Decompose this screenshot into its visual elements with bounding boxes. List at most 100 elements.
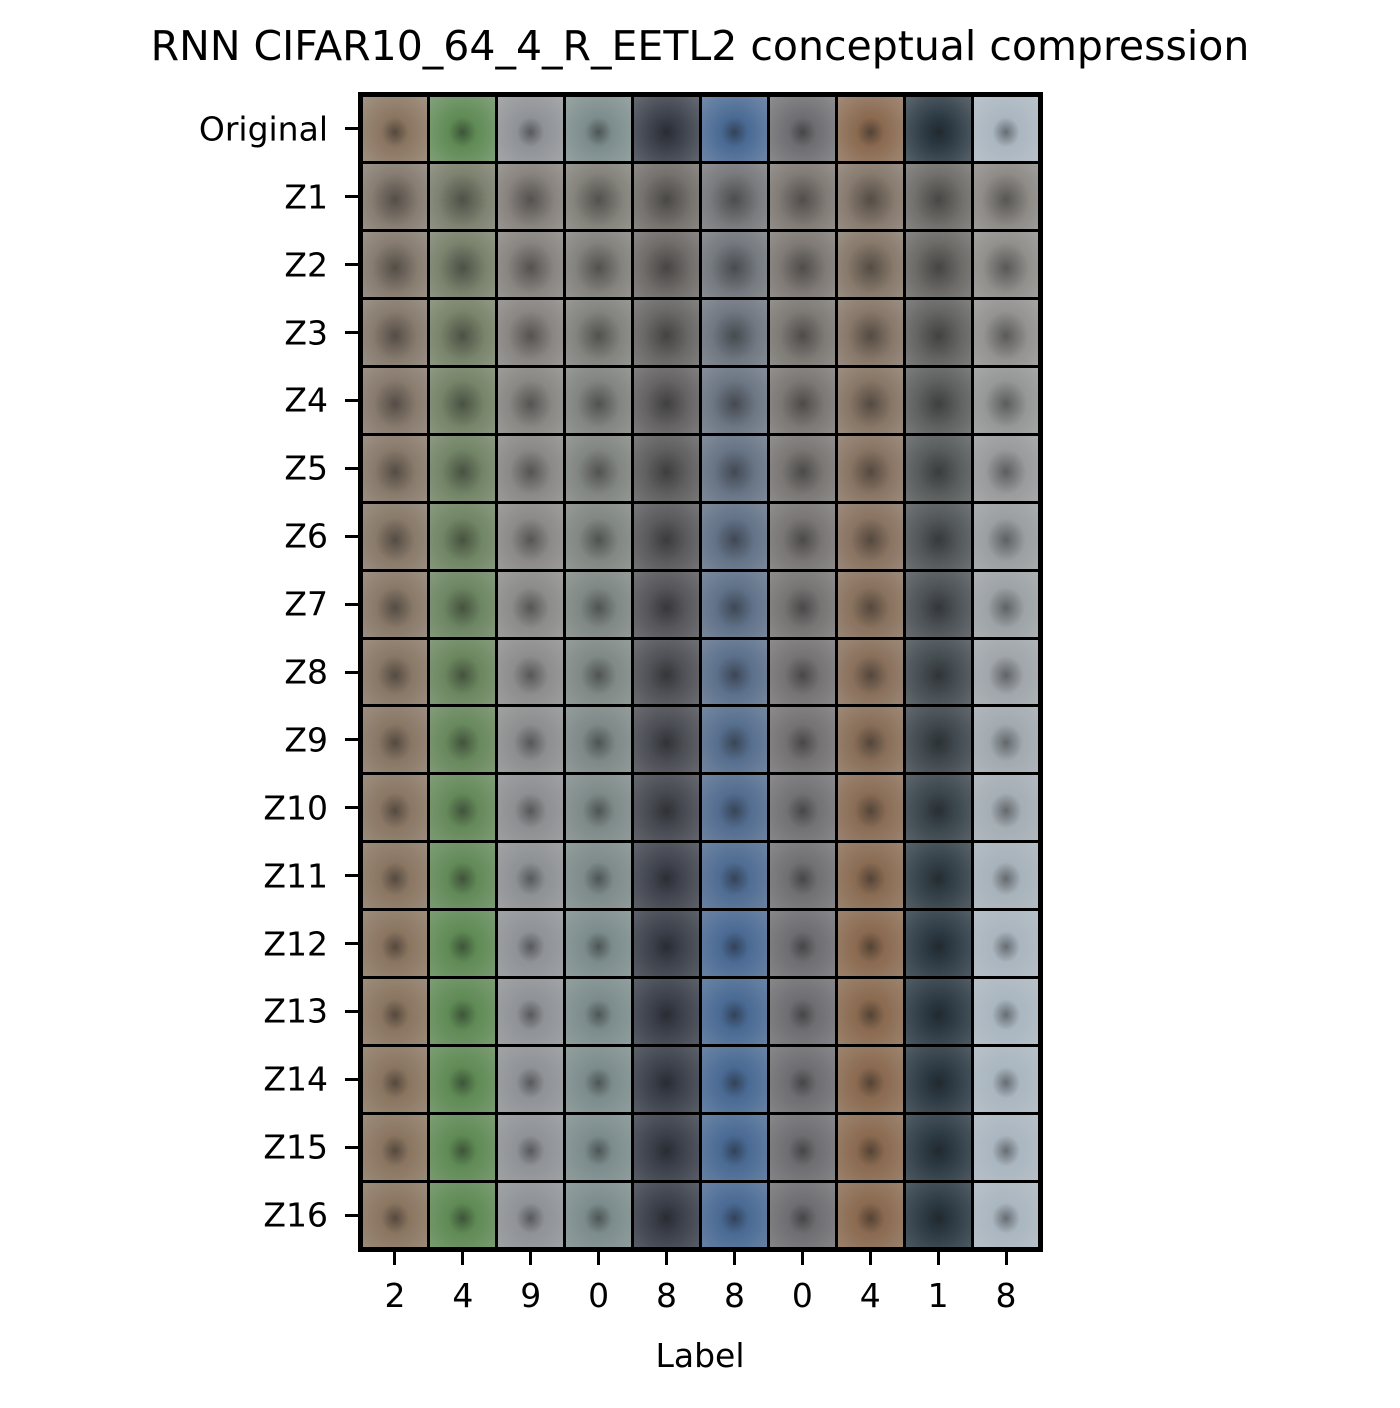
- image-cell: [905, 911, 971, 976]
- image-cell: [973, 1182, 1039, 1248]
- image-cell: [566, 571, 632, 637]
- image-cell: [837, 978, 903, 1044]
- image-cell: [566, 503, 632, 569]
- image-cell: [634, 368, 699, 433]
- image-cell: [905, 164, 971, 230]
- image-cell: [905, 300, 971, 366]
- image-cell: [362, 368, 428, 433]
- x-tick-label: 0: [588, 1276, 610, 1315]
- image-cell: [769, 164, 835, 230]
- image-cell: [973, 368, 1039, 433]
- x-tick-label: 0: [791, 1276, 813, 1315]
- x-tick: [597, 1252, 601, 1265]
- image-cell: [973, 978, 1039, 1044]
- image-cell: [702, 1114, 767, 1180]
- image-cell: [905, 978, 971, 1044]
- x-tick: [1004, 1252, 1008, 1265]
- image-cell: [362, 232, 428, 298]
- image-cell: [566, 1046, 632, 1112]
- image-cell: [702, 96, 767, 162]
- image-cell: [702, 843, 767, 909]
- x-tick-label: 9: [520, 1276, 542, 1315]
- image-cell: [498, 707, 564, 773]
- image-cell: [566, 707, 632, 773]
- x-tick-label: 1: [927, 1276, 949, 1315]
- image-cell: [769, 911, 835, 976]
- image-cell: [362, 503, 428, 569]
- image-cell: [362, 164, 428, 230]
- row-label: Z5: [284, 448, 328, 488]
- image-cell: [837, 368, 903, 433]
- x-tick: [800, 1252, 804, 1265]
- image-cell: [905, 707, 971, 773]
- y-tick: [345, 331, 358, 335]
- x-tick: [461, 1252, 465, 1265]
- image-cell: [973, 1046, 1039, 1112]
- y-tick: [345, 602, 358, 606]
- image-cell: [837, 435, 903, 501]
- image-cell: [430, 503, 496, 569]
- image-cell: [769, 1114, 835, 1180]
- image-cell: [905, 775, 971, 841]
- row-label: Z7: [284, 584, 328, 624]
- image-cell: [973, 503, 1039, 569]
- image-cell: [498, 368, 564, 433]
- image-cell: [769, 435, 835, 501]
- image-cell: [702, 1182, 767, 1248]
- row-label: Z15: [263, 1127, 328, 1167]
- image-cell: [430, 1182, 496, 1248]
- image-cell: [973, 300, 1039, 366]
- image-cell: [566, 96, 632, 162]
- image-cell: [498, 571, 564, 637]
- image-cell: [769, 571, 835, 637]
- row-label: Z6: [284, 516, 328, 556]
- image-cell: [430, 1046, 496, 1112]
- image-cell: [769, 503, 835, 569]
- image-cell: [973, 843, 1039, 909]
- row-label: Z12: [263, 924, 328, 964]
- image-cell: [837, 164, 903, 230]
- x-tick-label: 8: [995, 1276, 1017, 1315]
- x-tick: [529, 1252, 533, 1265]
- image-cell: [362, 1046, 428, 1112]
- image-cell: [769, 96, 835, 162]
- y-tick: [345, 1009, 358, 1013]
- image-cell: [837, 911, 903, 976]
- image-cell: [498, 96, 564, 162]
- image-cell: [973, 232, 1039, 298]
- row-label: Z13: [263, 991, 328, 1031]
- image-cell: [430, 911, 496, 976]
- y-tick: [345, 1077, 358, 1081]
- x-tick: [936, 1252, 940, 1265]
- image-cell: [566, 1114, 632, 1180]
- image-cell: [634, 1114, 699, 1180]
- image-cell: [430, 775, 496, 841]
- image-cell: [837, 1182, 903, 1248]
- row-label: Z4: [284, 380, 328, 420]
- image-cell: [905, 843, 971, 909]
- y-tick: [345, 398, 358, 402]
- x-tick-label: 8: [723, 1276, 745, 1315]
- x-tick: [665, 1252, 669, 1265]
- x-tick: [393, 1252, 397, 1265]
- image-cell: [973, 707, 1039, 773]
- image-cell: [905, 1046, 971, 1112]
- image-cell: [634, 232, 699, 298]
- image-cell: [498, 978, 564, 1044]
- image-cell: [634, 435, 699, 501]
- image-cell: [498, 639, 564, 705]
- image-grid-axes: [358, 92, 1043, 1252]
- image-cell: [837, 707, 903, 773]
- row-label: Z9: [284, 720, 328, 760]
- image-cell: [702, 503, 767, 569]
- image-cell: [430, 368, 496, 433]
- image-cell: [905, 503, 971, 569]
- image-cell: [702, 911, 767, 976]
- image-cell: [905, 571, 971, 637]
- image-cell: [362, 978, 428, 1044]
- image-cell: [566, 775, 632, 841]
- image-cell: [634, 503, 699, 569]
- x-tick-label: 8: [656, 1276, 678, 1315]
- y-tick: [345, 195, 358, 199]
- image-cell: [973, 571, 1039, 637]
